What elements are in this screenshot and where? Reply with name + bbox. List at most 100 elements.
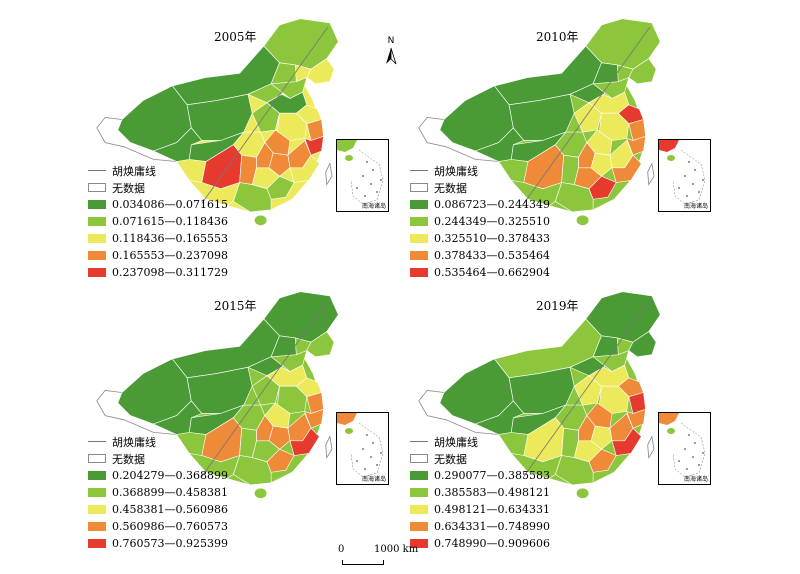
legend-class-3: 0.458381—0.560986 [88, 501, 228, 518]
class-label: 0.118436—0.165553 [112, 232, 228, 245]
class-swatch [410, 268, 428, 277]
legend-class-3: 0.325510—0.378433 [410, 230, 550, 247]
inset-coast [659, 413, 679, 425]
class-label: 0.204279—0.368899 [112, 469, 228, 482]
legend-class-5: 0.535464—0.662904 [410, 264, 550, 281]
scale-bar: 0 1000 km [338, 544, 428, 572]
legend-nodata-row: 无数据 [88, 179, 228, 196]
legend-line-label: 胡焕庸线 [434, 434, 478, 450]
inset-island [694, 442, 696, 444]
legend-class-5: 0.237098—0.311729 [88, 264, 228, 281]
inset-island [702, 179, 704, 181]
south-china-sea-inset: 南海诸岛 [658, 139, 711, 212]
inset-island [678, 460, 680, 462]
class-label: 0.378433—0.535464 [434, 249, 550, 262]
taiwan-nodata [648, 437, 654, 458]
inset-label: 南海诸岛 [684, 474, 708, 483]
legend-class-3: 0.118436—0.165553 [88, 230, 228, 247]
inset-island [688, 434, 690, 436]
legend-line-row: 胡焕庸线 [88, 162, 228, 179]
class-label: 0.325510—0.378433 [434, 232, 550, 245]
class-swatch [410, 488, 428, 497]
class-swatch [410, 200, 428, 209]
line-swatch [410, 170, 428, 171]
class-label: 0.165553—0.237098 [112, 249, 228, 262]
inset-island [698, 464, 700, 466]
class-label: 0.560986—0.760573 [112, 520, 228, 533]
legend-class-2: 0.368899—0.458381 [88, 484, 228, 501]
north-arrow: N [383, 36, 399, 68]
north-arrow-icon [383, 36, 399, 68]
legend-nodata-label: 无数据 [112, 451, 145, 467]
inset-coast [659, 140, 679, 152]
class-label: 0.760573—0.925399 [112, 537, 228, 550]
legend-class-3: 0.498121—0.634331 [410, 501, 550, 518]
class-label: 0.368899—0.458381 [112, 486, 228, 499]
class-swatch [410, 522, 428, 531]
class-swatch [88, 234, 106, 243]
inset-hainan [667, 428, 675, 434]
inset-island [678, 187, 680, 189]
class-swatch [88, 251, 106, 260]
class-label: 0.071615—0.118436 [112, 215, 228, 228]
inset-island [688, 161, 690, 163]
legend: 胡焕庸线 无数据 0.034086—0.071615 0.071615—0.11… [88, 162, 228, 281]
line-swatch [88, 441, 106, 442]
legend-line-row: 胡焕庸线 [410, 162, 550, 179]
legend: 胡焕庸线 无数据 0.204279—0.368899 0.368899—0.45… [88, 433, 228, 552]
class-label: 0.498121—0.634331 [434, 503, 550, 516]
legend-class-1: 0.034086—0.071615 [88, 196, 228, 213]
legend-nodata-row: 无数据 [410, 450, 550, 467]
class-label: 0.748990—0.909606 [434, 537, 550, 550]
panel-year-title: 2005年 [214, 28, 257, 45]
panel-year-title: 2015年 [214, 297, 257, 314]
legend-line-row: 胡焕庸线 [88, 433, 228, 450]
panel-year-title: 2019年 [536, 297, 579, 314]
legend-class-2: 0.071615—0.118436 [88, 213, 228, 230]
legend-class-2: 0.244349—0.325510 [410, 213, 550, 230]
inset-island [684, 175, 686, 177]
nodata-swatch [410, 454, 428, 463]
taiwan-nodata [648, 164, 654, 185]
legend-nodata-row: 无数据 [88, 450, 228, 467]
legend-class-4: 0.165553—0.237098 [88, 247, 228, 264]
class-label: 0.244349—0.325510 [434, 215, 550, 228]
class-swatch [88, 471, 106, 480]
class-swatch [88, 268, 106, 277]
class-swatch [410, 234, 428, 243]
hainan-region [254, 215, 267, 226]
class-swatch [88, 488, 106, 497]
scale-bar-line [342, 560, 384, 565]
inset-island [694, 169, 696, 171]
inset-dashed-line [673, 423, 705, 477]
hainan-region [576, 488, 589, 499]
class-swatch [410, 217, 428, 226]
legend-nodata-row: 无数据 [410, 179, 550, 196]
legend-class-1: 0.290077—0.385583 [410, 467, 550, 484]
map-panel-2019: 2019年 南海诸岛 胡焕庸线 无数据 0.290077—0.385583 0.… [330, 281, 720, 561]
south-china-sea-inset: 南海诸岛 [658, 412, 711, 485]
class-label: 0.290077—0.385583 [434, 469, 550, 482]
inset-island [692, 183, 694, 185]
inset-label: 南海诸岛 [684, 201, 708, 210]
inset-island [702, 452, 704, 454]
legend: 胡焕庸线 无数据 0.086723—0.244349 0.244349—0.32… [410, 162, 550, 281]
legend-nodata-label: 无数据 [112, 180, 145, 196]
hainan-region [576, 215, 589, 226]
class-swatch [88, 539, 106, 548]
inset-island [698, 191, 700, 193]
class-label: 0.634331—0.748990 [434, 520, 550, 533]
class-swatch [410, 251, 428, 260]
nodata-swatch [410, 183, 428, 192]
nodata-swatch [88, 183, 106, 192]
nodata-swatch [88, 454, 106, 463]
legend-class-5: 0.748990—0.909606 [410, 535, 550, 552]
inset-island [692, 456, 694, 458]
legend-line-label: 胡焕庸线 [112, 163, 156, 179]
hainan-region [254, 488, 267, 499]
class-label: 0.086723—0.244349 [434, 198, 550, 211]
legend-nodata-label: 无数据 [434, 451, 467, 467]
legend-line-label: 胡焕庸线 [434, 163, 478, 179]
inset-island [686, 195, 688, 197]
class-swatch [88, 200, 106, 209]
